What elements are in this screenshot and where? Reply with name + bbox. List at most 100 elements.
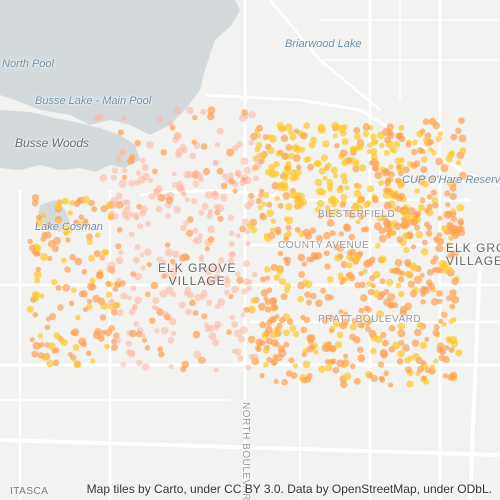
- incident-dot: [354, 377, 361, 385]
- incident-dot: [248, 139, 254, 146]
- incident-dot: [393, 141, 401, 148]
- incident-dot: [85, 350, 92, 357]
- incident-dot: [372, 270, 381, 279]
- incident-dot: [260, 289, 269, 297]
- place-line-2: VILLAGE: [168, 274, 226, 288]
- incident-dot: [450, 133, 458, 141]
- incident-dot: [227, 257, 235, 265]
- incident-dot: [156, 256, 163, 263]
- incident-dot: [374, 171, 383, 180]
- incident-dot: [289, 324, 297, 332]
- incident-dot: [384, 225, 392, 233]
- incident-dot: [301, 261, 307, 267]
- incident-dot: [234, 348, 242, 356]
- incident-dot: [114, 301, 121, 309]
- incident-dot: [134, 244, 141, 251]
- incident-dot: [448, 346, 455, 353]
- place-line-1: ELK GROVE: [158, 261, 237, 275]
- incident-dot: [379, 278, 386, 285]
- incident-dot: [129, 329, 137, 338]
- incident-dot: [359, 164, 367, 172]
- incident-dot: [383, 168, 390, 174]
- water-layer: [0, 0, 240, 232]
- incident-dot: [141, 163, 149, 172]
- incident-dot: [389, 230, 395, 236]
- incident-dot: [397, 329, 406, 338]
- incident-dot: [296, 164, 302, 170]
- incident-dot: [395, 267, 401, 274]
- incident-dot: [306, 372, 313, 379]
- incident-dot: [315, 234, 323, 242]
- incident-dot: [240, 312, 246, 318]
- incident-dot: [229, 251, 236, 258]
- incident-dot: [339, 321, 348, 330]
- incident-dot: [352, 255, 361, 263]
- incident-dot: [70, 354, 77, 361]
- incident-dot: [226, 329, 232, 336]
- incident-dot: [214, 320, 222, 329]
- incident-dot: [228, 294, 234, 300]
- incident-dot: [319, 188, 327, 196]
- incident-dot: [412, 212, 420, 219]
- incident-dot: [273, 341, 280, 348]
- incident-dot: [405, 366, 412, 374]
- incident-dot: [365, 325, 372, 332]
- incident-dot: [208, 236, 215, 243]
- incident-dot: [396, 164, 402, 170]
- incident-dot: [200, 289, 208, 297]
- incident-dot: [183, 290, 189, 297]
- incident-dot: [456, 203, 465, 212]
- incident-dot: [258, 302, 266, 311]
- incident-dot: [436, 346, 443, 354]
- incident-dot: [112, 286, 118, 292]
- incident-dot: [354, 281, 361, 289]
- incident-dot: [397, 350, 405, 358]
- incident-dot: [259, 373, 265, 379]
- incident-dot: [111, 344, 118, 351]
- incident-dot: [343, 223, 351, 231]
- incident-dot: [243, 306, 250, 313]
- incident-dot: [444, 345, 450, 351]
- incident-dot: [231, 321, 239, 328]
- incident-dot: [459, 171, 467, 180]
- incident-dot: [414, 224, 421, 231]
- incident-dot: [405, 219, 412, 226]
- incident-dot: [278, 149, 284, 155]
- incident-dot: [340, 172, 348, 180]
- road-higgins: [204, 93, 500, 187]
- incident-dot: [128, 180, 135, 187]
- incident-dot: [192, 238, 198, 244]
- incident-dot: [446, 179, 453, 187]
- incident-dot: [296, 202, 303, 209]
- incident-dot: [82, 195, 90, 204]
- incident-dot: [186, 171, 194, 179]
- incident-dot: [150, 281, 159, 290]
- incident-dot: [437, 215, 443, 221]
- incident-dot: [238, 113, 247, 122]
- incident-dot: [374, 335, 383, 344]
- incident-dot: [31, 199, 39, 207]
- incident-dot: [68, 300, 75, 307]
- incident-dot: [200, 108, 207, 116]
- incident-dot: [348, 233, 355, 241]
- incident-dot: [120, 114, 127, 121]
- incident-dot: [69, 200, 76, 206]
- incident-dot: [360, 294, 368, 302]
- incident-dot: [122, 207, 130, 215]
- incident-dot: [332, 320, 341, 328]
- incident-dot: [393, 222, 402, 231]
- label-busse-lake: Busse Lake - Main Pool: [35, 95, 152, 107]
- incident-dot: [349, 363, 356, 370]
- incident-dot: [191, 198, 198, 205]
- incident-dot: [445, 202, 451, 208]
- incident-dot: [325, 204, 331, 211]
- incident-dot: [336, 359, 345, 368]
- label-itasca: ITASCA: [10, 486, 49, 497]
- incident-dot: [250, 297, 257, 304]
- incident-dot: [383, 298, 392, 307]
- incident-dot: [31, 194, 40, 202]
- incident-dot: [140, 265, 146, 271]
